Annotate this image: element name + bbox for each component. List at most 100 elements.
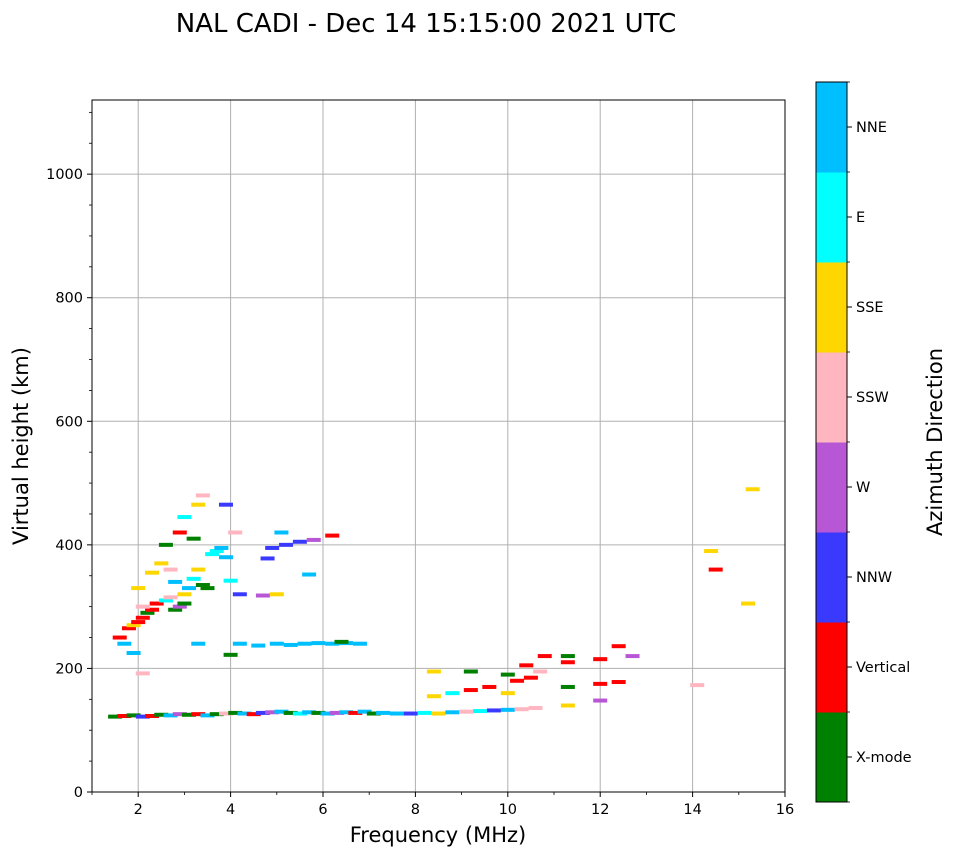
data-point — [376, 710, 391, 715]
data-point — [121, 626, 136, 631]
data-point — [279, 542, 294, 547]
data-point — [325, 533, 340, 538]
data-point — [237, 711, 252, 716]
y-tick-label: 600 — [55, 414, 83, 430]
colorbar-tick-label: SSE — [856, 300, 884, 316]
data-point — [482, 684, 497, 689]
data-point — [163, 595, 178, 600]
data-point — [191, 567, 206, 572]
y-tick-label: 400 — [55, 538, 83, 554]
data-point — [260, 556, 275, 561]
x-axis-ticks: 2 4 6 8 10 12 14 16 — [91, 792, 794, 818]
data-point — [186, 536, 201, 541]
data-point — [523, 675, 538, 680]
data-point — [302, 572, 317, 577]
x-tick-label: 4 — [226, 802, 235, 818]
data-point — [445, 710, 460, 715]
data-point — [690, 683, 705, 688]
colorbar-segment — [816, 712, 847, 803]
colorbar-segment — [816, 532, 847, 623]
data-point — [306, 537, 321, 542]
data-point — [560, 684, 575, 689]
data-point — [177, 515, 192, 520]
data-point — [274, 709, 289, 714]
data-point — [145, 714, 160, 719]
data-point — [292, 539, 307, 544]
data-point — [593, 681, 608, 686]
x-tick-label: 6 — [318, 802, 327, 818]
x-axis-label: Frequency (MHz) — [350, 823, 526, 847]
data-point — [205, 552, 220, 557]
data-point — [269, 641, 284, 646]
data-point — [200, 713, 215, 718]
data-point — [302, 710, 317, 715]
y-tick-label: 0 — [74, 785, 83, 801]
data-point — [135, 671, 150, 676]
data-point — [510, 678, 525, 683]
data-point — [537, 654, 552, 659]
data-point — [426, 694, 441, 699]
data-point — [154, 712, 169, 717]
data-point — [228, 530, 243, 535]
data-point — [223, 578, 238, 583]
x-tick-label: 16 — [776, 802, 794, 818]
colorbar-tick-label: W — [856, 480, 870, 496]
data-point — [135, 604, 150, 609]
data-point — [348, 710, 363, 715]
data-point — [745, 487, 760, 492]
data-point — [232, 592, 247, 597]
data-point — [126, 650, 141, 655]
data-point — [265, 710, 280, 715]
data-point — [334, 639, 349, 644]
data-point — [265, 545, 280, 550]
data-point — [473, 709, 488, 714]
data-point — [560, 703, 575, 708]
data-point — [311, 641, 326, 646]
data-point — [426, 669, 441, 674]
data-point — [445, 691, 460, 696]
data-point — [232, 641, 247, 646]
colorbar-tick-label: NNE — [856, 120, 887, 136]
data-point — [228, 710, 243, 715]
colorbar-frame — [815, 81, 848, 803]
data-point — [403, 711, 418, 716]
data-point — [172, 604, 187, 609]
data-point — [191, 502, 206, 507]
data-point — [255, 710, 270, 715]
data-point — [417, 710, 432, 715]
y-axis-label: Virtual height (km) — [9, 347, 33, 545]
data-point — [131, 586, 146, 591]
data-point — [168, 579, 183, 584]
data-point — [311, 710, 326, 715]
data-point — [126, 713, 141, 718]
data-point — [611, 644, 626, 649]
data-point — [172, 712, 187, 717]
x-tick-label: 2 — [134, 802, 143, 818]
data-point — [117, 641, 132, 646]
data-point — [218, 555, 233, 560]
data-point — [163, 713, 178, 718]
data-point — [182, 712, 197, 717]
data-point — [366, 711, 381, 716]
data-point — [463, 669, 478, 674]
grid-lines — [92, 100, 786, 793]
data-point — [218, 711, 233, 716]
colorbar-tick-label: NNW — [856, 570, 892, 586]
data-point — [255, 593, 270, 598]
colorbar-segment — [816, 622, 847, 713]
data-point — [223, 652, 238, 657]
data-point — [158, 598, 173, 603]
data-point — [292, 711, 307, 716]
plot-frame — [91, 99, 786, 793]
data-point — [704, 549, 719, 554]
data-point — [145, 570, 160, 575]
data-point — [339, 710, 354, 715]
data-point — [172, 530, 187, 535]
data-point — [218, 502, 233, 507]
data-point — [500, 672, 515, 677]
data-point — [389, 711, 404, 716]
x-tick-label: 8 — [411, 802, 420, 818]
data-points — [108, 487, 760, 719]
colorbar-tick-label: X-mode — [856, 750, 912, 766]
